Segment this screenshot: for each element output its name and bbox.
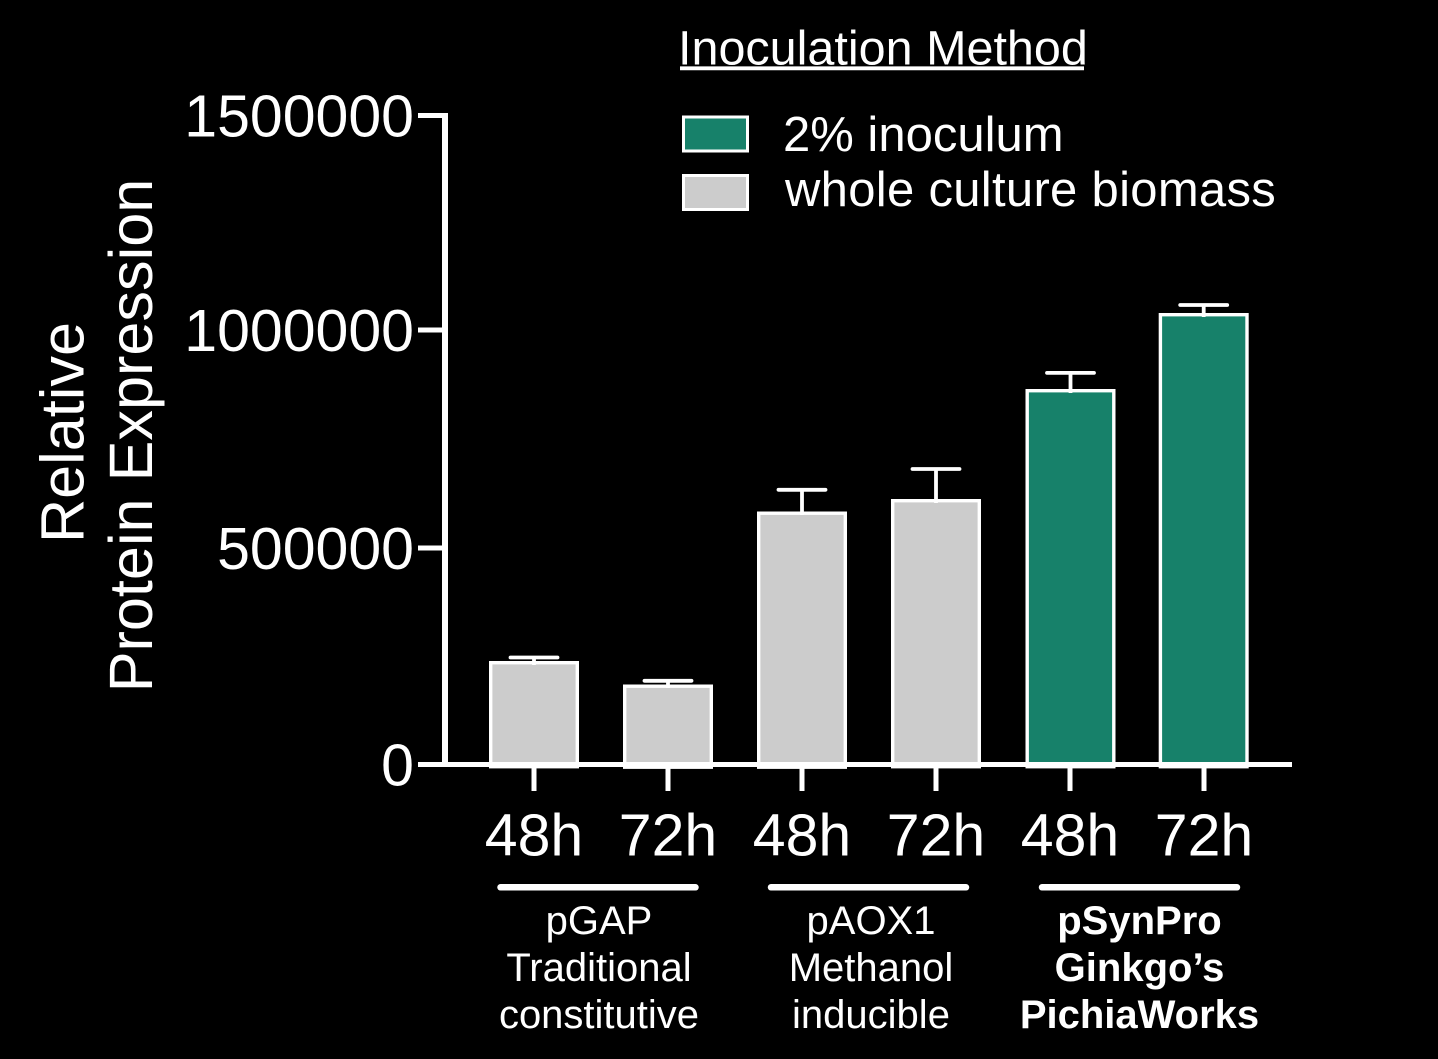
svg-text:1000000: 1000000 <box>184 298 414 364</box>
svg-text:2% inoculum: 2% inoculum <box>783 108 1064 162</box>
svg-text:Relative: Relative <box>29 322 97 543</box>
svg-text:48h: 48h <box>485 803 583 869</box>
svg-text:inducible: inducible <box>792 993 950 1037</box>
svg-text:Traditional: Traditional <box>506 946 691 990</box>
svg-text:500000: 500000 <box>217 516 414 582</box>
svg-text:pAOX1: pAOX1 <box>807 899 936 943</box>
svg-text:1500000: 1500000 <box>184 84 414 150</box>
svg-text:48h: 48h <box>753 803 851 869</box>
svg-text:Ginkgo’s: Ginkgo’s <box>1055 946 1225 990</box>
svg-text:0: 0 <box>381 733 414 799</box>
svg-text:whole culture biomass: whole culture biomass <box>784 163 1276 217</box>
svg-text:pGAP: pGAP <box>546 899 653 943</box>
svg-text:72h: 72h <box>887 803 985 869</box>
svg-text:pSynPro: pSynPro <box>1057 899 1221 943</box>
svg-text:72h: 72h <box>1155 803 1253 869</box>
svg-text:constitutive: constitutive <box>499 993 699 1037</box>
svg-text:72h: 72h <box>619 803 717 869</box>
svg-text:Methanol: Methanol <box>789 946 954 990</box>
svg-text:48h: 48h <box>1021 803 1119 869</box>
svg-text:PichiaWorks: PichiaWorks <box>1020 993 1259 1037</box>
svg-text:Protein Expression: Protein Expression <box>97 179 165 693</box>
